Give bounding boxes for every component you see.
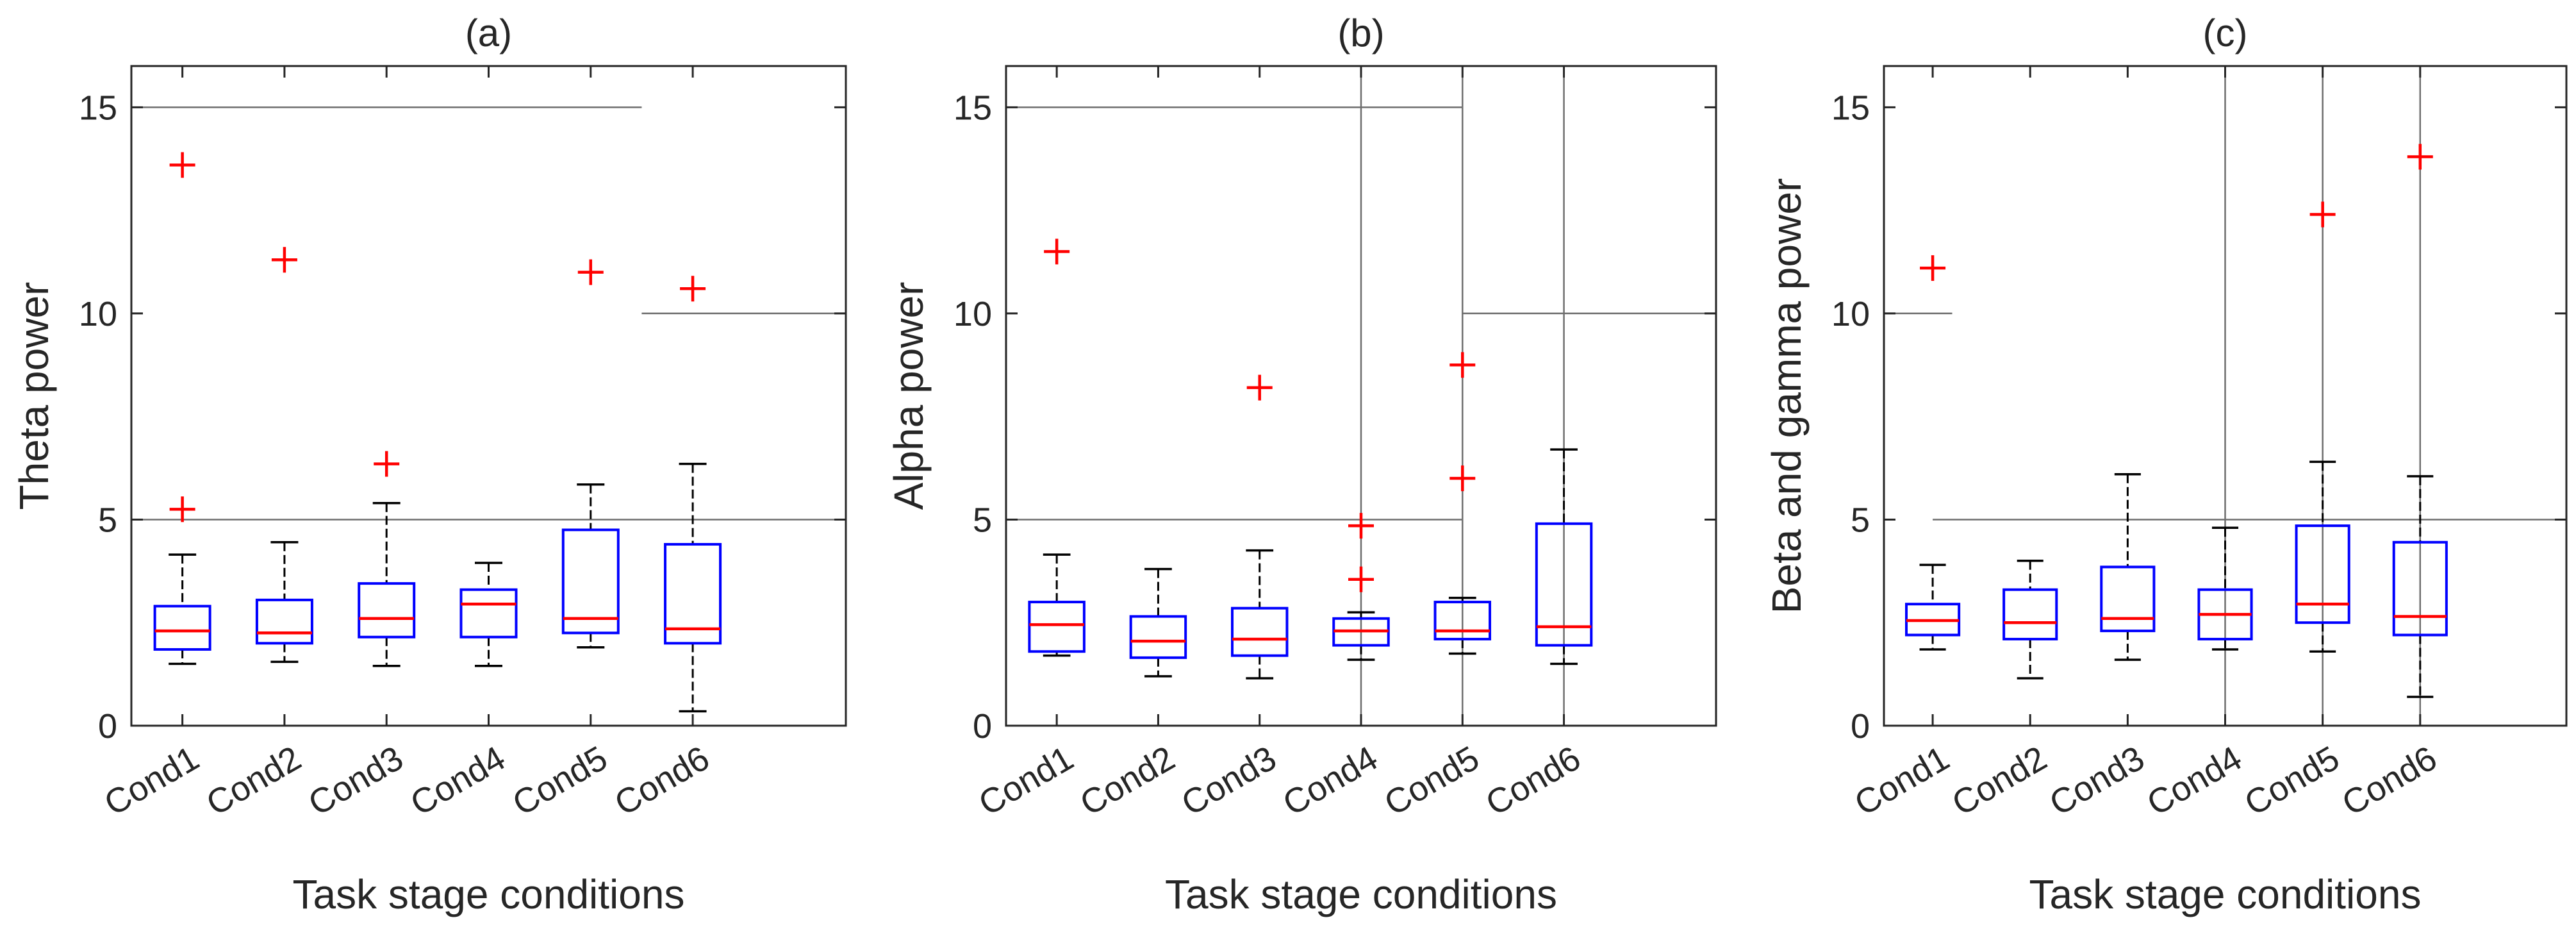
box-iqr bbox=[2002, 588, 2058, 640]
box-cond6 bbox=[2392, 144, 2448, 698]
y-tick-label: 5 bbox=[98, 501, 117, 539]
x-axis-title: Task stage conditions bbox=[2029, 871, 2422, 917]
outlier-marker bbox=[169, 152, 195, 178]
box-iqr bbox=[561, 528, 620, 635]
x-tick-label: Cond2 bbox=[1945, 739, 2053, 823]
x-tick-label: Cond2 bbox=[1074, 739, 1182, 823]
x-tick-label: Cond4 bbox=[404, 739, 512, 823]
box-cond4 bbox=[459, 562, 518, 667]
x-tick-label: Cond5 bbox=[506, 739, 614, 823]
panel-title: (a) bbox=[465, 12, 512, 54]
outlier-marker bbox=[1449, 465, 1476, 492]
y-axis-title: Theta power bbox=[11, 282, 57, 510]
y-tick-label: 10 bbox=[79, 295, 117, 333]
x-tick-label: Cond4 bbox=[1276, 739, 1384, 823]
box-iqr bbox=[153, 605, 211, 651]
x-tick-label: Cond3 bbox=[2043, 739, 2151, 823]
box-iqr bbox=[1129, 615, 1187, 659]
y-tick-label: 10 bbox=[1831, 295, 1870, 333]
x-tick-label: Cond6 bbox=[608, 739, 716, 823]
box-cond4 bbox=[1332, 513, 1390, 661]
outlier-marker bbox=[2407, 144, 2433, 170]
box-cond3 bbox=[358, 451, 416, 667]
box-iqr bbox=[255, 598, 313, 645]
outlier-marker bbox=[2309, 201, 2336, 228]
outlier-marker bbox=[271, 247, 297, 273]
x-tick-label: Cond1 bbox=[98, 739, 206, 823]
box-cond2 bbox=[1129, 567, 1187, 678]
x-tick-label: Cond3 bbox=[302, 739, 409, 823]
box-iqr bbox=[1433, 601, 1492, 640]
box-cond2 bbox=[255, 247, 313, 664]
panel-title: (b) bbox=[1337, 12, 1384, 54]
box-iqr bbox=[664, 543, 722, 645]
box-cond6 bbox=[664, 276, 722, 713]
y-tick-label: 15 bbox=[79, 88, 117, 127]
y-tick-label: 10 bbox=[954, 295, 992, 333]
x-tick-label: Cond6 bbox=[1480, 739, 1587, 823]
x-axis-title: Task stage conditions bbox=[1165, 871, 1557, 917]
box-iqr bbox=[459, 588, 518, 639]
box-iqr bbox=[2392, 540, 2448, 637]
x-tick-label: Cond5 bbox=[2238, 739, 2346, 823]
y-tick-label: 5 bbox=[1851, 501, 1870, 539]
y-tick-label: 5 bbox=[973, 501, 992, 539]
box-cond5 bbox=[2295, 201, 2350, 653]
box-iqr bbox=[358, 582, 416, 639]
x-tick-label: Cond4 bbox=[2141, 739, 2249, 823]
y-tick-label: 15 bbox=[1831, 88, 1870, 127]
plot-area bbox=[131, 66, 846, 726]
x-tick-label: Cond3 bbox=[1175, 739, 1283, 823]
outlier-marker bbox=[374, 451, 400, 477]
panel-title: (c) bbox=[2203, 12, 2248, 54]
y-tick-label: 0 bbox=[1851, 707, 1870, 746]
box-cond6 bbox=[1535, 448, 1593, 665]
x-axis-title: Task stage conditions bbox=[293, 871, 685, 917]
box-iqr bbox=[1535, 522, 1593, 647]
y-tick-label: 0 bbox=[973, 707, 992, 746]
outlier-marker bbox=[1348, 513, 1374, 539]
box-cond3 bbox=[2100, 472, 2156, 661]
outlier-marker bbox=[577, 259, 604, 285]
box-cond3 bbox=[1230, 374, 1289, 680]
y-axis-title: Beta and gamma power bbox=[1763, 178, 1810, 614]
outlier-marker bbox=[680, 276, 706, 302]
box-cond1 bbox=[1028, 238, 1086, 657]
box-cond4 bbox=[2197, 526, 2253, 651]
x-tick-label: Cond1 bbox=[972, 739, 1080, 823]
box-cond1 bbox=[1904, 255, 1961, 651]
box-iqr bbox=[2100, 565, 2156, 633]
outlier-marker bbox=[1920, 255, 1946, 281]
box-cond5 bbox=[1433, 352, 1492, 655]
outlier-marker bbox=[1449, 352, 1476, 378]
x-tick-label: Cond2 bbox=[200, 739, 308, 823]
box-iqr bbox=[1028, 601, 1086, 653]
outlier-marker bbox=[1044, 238, 1070, 265]
outlier-marker bbox=[1246, 374, 1273, 401]
y-tick-label: 0 bbox=[98, 707, 117, 746]
y-axis-title: Alpha power bbox=[886, 282, 932, 510]
box-cond1 bbox=[153, 152, 211, 665]
x-tick-label: Cond6 bbox=[2336, 739, 2443, 823]
x-tick-label: Cond5 bbox=[1378, 739, 1485, 823]
box-cond5 bbox=[561, 259, 620, 649]
box-cond2 bbox=[2002, 560, 2058, 680]
box-iqr bbox=[1230, 606, 1289, 657]
x-tick-label: Cond1 bbox=[1848, 739, 1956, 823]
y-tick-label: 15 bbox=[954, 88, 992, 127]
outlier-marker bbox=[1348, 566, 1374, 592]
box-iqr bbox=[2295, 524, 2350, 624]
outlier-marker bbox=[169, 496, 195, 522]
